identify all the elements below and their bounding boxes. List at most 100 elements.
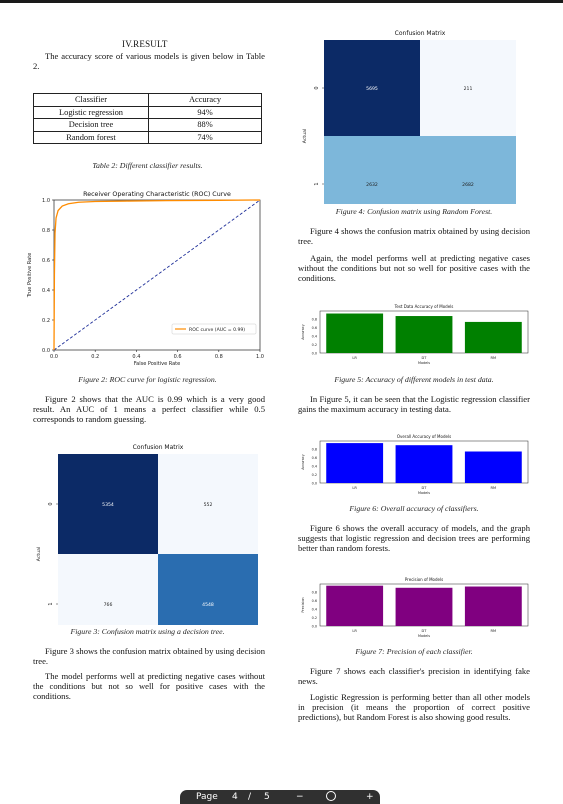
- table-row: Logistic regression 94%: [33, 105, 262, 119]
- bar: [464, 586, 522, 626]
- viewer-top-border: [0, 0, 563, 3]
- heatmap-cell: [158, 454, 258, 554]
- y-tick-label: 0.8: [312, 448, 317, 452]
- y-tick-label: 1: [314, 182, 320, 185]
- y-tick-label: 0.6: [312, 326, 317, 330]
- x-tick-label: LR: [352, 356, 357, 360]
- heatmap-cell: [324, 136, 420, 204]
- bar: [326, 313, 384, 353]
- heatmap-cell: [420, 136, 516, 204]
- cell-value: 4548: [202, 602, 214, 608]
- cell-value: 766: [104, 602, 113, 608]
- page-navigation-bar[interactable]: Page 4 / 5 − +: [180, 790, 380, 804]
- figure-6-caption: Figure 6: Overall accuracy of classifier…: [349, 504, 479, 513]
- zoom-out-button[interactable]: −: [296, 792, 304, 802]
- fig6-paragraph: Figure 6 shows the overall accuracy of m…: [298, 523, 530, 553]
- cell-value: 552: [204, 502, 213, 508]
- fig3-paragraph-a: Figure 3 shows the confusion matrix obta…: [33, 646, 265, 666]
- table-cell: Decision tree: [33, 118, 149, 132]
- x-tick-label: 1.0: [256, 354, 264, 360]
- y-tick-label: 0.4: [312, 465, 317, 469]
- bar: [464, 451, 522, 483]
- y-tick-label: 0.6: [312, 599, 317, 603]
- y-tick-label: 0.0: [42, 348, 50, 354]
- test-accuracy-chart: Test Data Accuracy of Models LR DT RM 0.0 0.2…: [301, 304, 529, 365]
- roc-curve: [53, 199, 261, 351]
- y-tick-label: 0.8: [42, 228, 50, 234]
- bar: [395, 445, 453, 483]
- x-tick-label: 0.8: [215, 354, 223, 360]
- section-title: IV.RESULT: [122, 39, 168, 49]
- table-cell: Logistic regression: [33, 105, 149, 119]
- y-tick-label: 0.2: [42, 318, 50, 324]
- y-tick-label: 0.0: [312, 481, 317, 485]
- y-axis-label: Precision: [301, 597, 305, 612]
- x-tick-label: 0.0: [50, 354, 58, 360]
- y-tick-label: 0.4: [312, 608, 317, 612]
- y-tick-label: 0: [314, 86, 320, 89]
- zoom-icon[interactable]: [326, 791, 336, 801]
- fig5-paragraph: In Figure 5, it can be seen that the Log…: [298, 394, 530, 414]
- heatmap-cell: [58, 554, 158, 625]
- table-cell: Random forest: [33, 130, 149, 144]
- x-axis-label: Models: [418, 361, 430, 365]
- chart-title: Confusion Matrix: [395, 30, 446, 37]
- x-tick-label: 0.2: [91, 354, 99, 360]
- bar: [395, 587, 453, 626]
- y-tick-label: 0.2: [312, 473, 317, 477]
- x-tick-label: RM: [491, 486, 497, 490]
- confusion-matrix-decision-tree: Confusion Matrix535455276645480011Predic…: [36, 444, 258, 625]
- table-header-cell: Accuracy: [148, 93, 262, 107]
- fig7-paragraph-b: Logistic Regression is performing better…: [298, 692, 530, 722]
- heatmap-cell: [420, 40, 516, 136]
- y-tick-label: 0.6: [42, 258, 50, 264]
- y-axis-label: Actual: [36, 547, 42, 561]
- y-tick-label: 0.8: [312, 318, 317, 322]
- precision-chart: Precision of Models LR DT RM 0.0 0.2 0.4 0.6 0.8…: [301, 577, 529, 638]
- bar: [326, 585, 384, 626]
- y-tick-label: 0: [48, 502, 54, 505]
- x-axis-label: Models: [418, 634, 430, 638]
- y-tick-label: 0.4: [42, 288, 50, 294]
- confusion-matrix-random-forest: Confusion Matrix5695211263226820011Predi…: [302, 30, 516, 204]
- overall-accuracy-chart: Overall Accuracy of Models LR DT RM 0.0 0.2 0.…: [301, 434, 529, 495]
- cell-value: 2682: [462, 182, 474, 188]
- zoom-in-button[interactable]: +: [366, 792, 374, 802]
- y-axis-label: Accuracy: [301, 454, 305, 469]
- cell-value: 5695: [366, 86, 378, 92]
- table-header-cell: Classifier: [33, 93, 149, 107]
- heatmap-cell: [158, 554, 258, 625]
- chart-title: Test Data Accuracy of Models: [394, 304, 454, 309]
- x-tick-label: DT: [422, 356, 428, 360]
- chart-title: Precision of Models: [405, 577, 443, 582]
- y-axis-label: Actual: [302, 129, 308, 143]
- reference-line: [53, 199, 261, 351]
- bar: [395, 316, 453, 353]
- x-tick-label: RM: [491, 356, 497, 360]
- fig3-paragraph-b: The model performs well at predicting ne…: [33, 671, 265, 701]
- heatmap-cell: [58, 454, 158, 554]
- table-cell: 94%: [148, 105, 262, 119]
- x-tick-label: DT: [422, 486, 428, 490]
- chart-title: Overall Accuracy of Models: [397, 434, 451, 439]
- page-number-input[interactable]: 4: [232, 792, 238, 802]
- y-axis-label: True Positive Rate: [27, 253, 33, 299]
- x-tick-label: 0.6: [174, 354, 182, 360]
- table-row: Decision tree 88%: [33, 118, 262, 132]
- table-row: Random forest 74%: [33, 130, 262, 144]
- y-tick-label: 0.2: [312, 616, 317, 620]
- legend-box: [171, 323, 257, 335]
- figure-5-caption: Figure 5: Accuracy of different models i…: [334, 375, 494, 384]
- heatmap-cell: [324, 40, 420, 136]
- figure-7-caption: Figure 7: Precision of each classifier.: [355, 647, 473, 656]
- chart-title: Receiver Operating Characteristic (ROC) …: [83, 191, 231, 198]
- y-tick-label: 1: [48, 602, 54, 605]
- x-tick-label: 0.4: [132, 354, 140, 360]
- y-tick-label: 0.6: [312, 456, 317, 460]
- chart-title: Confusion Matrix: [133, 444, 184, 451]
- x-axis-label: False Positive Rate: [134, 361, 180, 367]
- roc-chart: Receiver Operating Characteristic (ROC) …: [27, 191, 264, 367]
- table-cell: 74%: [148, 130, 262, 144]
- results-table: Classifier Accuracy Logistic regression …: [33, 93, 262, 144]
- x-axis-label: Models: [418, 491, 430, 495]
